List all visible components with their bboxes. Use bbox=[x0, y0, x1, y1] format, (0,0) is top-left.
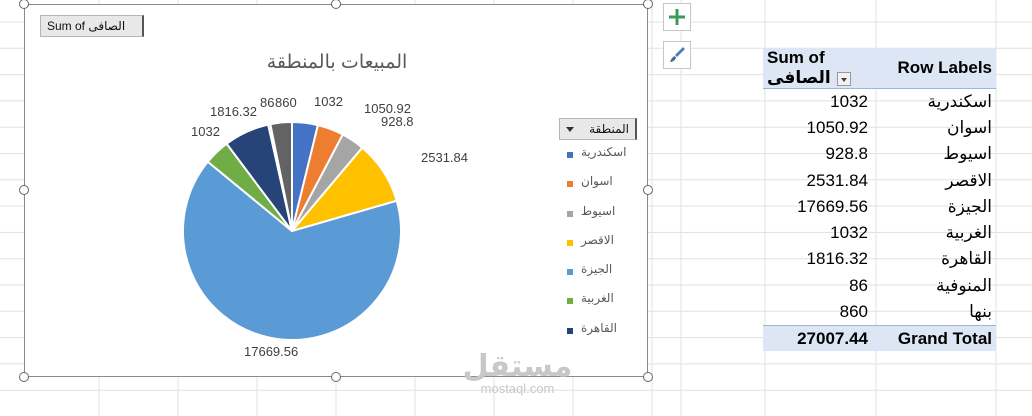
chart-elements-button[interactable] bbox=[663, 3, 691, 31]
pivot-row-label: الغربية bbox=[945, 223, 992, 243]
pie-chart[interactable]: Sum of الصافى المبيعات بالمنطقة 1032 1050… bbox=[24, 4, 648, 377]
pivot-row: 2531.84 الاقصر bbox=[763, 167, 996, 193]
brush-icon bbox=[670, 47, 685, 62]
pivot-row-label: اسكندرية bbox=[927, 91, 992, 111]
resize-handle-top-right[interactable] bbox=[643, 0, 653, 9]
legend-swatch bbox=[567, 269, 573, 276]
pivot-row: 1032 اسكندرية bbox=[763, 89, 996, 115]
data-label-1: 1050.92 bbox=[364, 101, 411, 116]
legend-swatch bbox=[567, 298, 573, 305]
legend-label: اسيوط bbox=[581, 203, 616, 218]
legend-entry[interactable]: الاقصر bbox=[565, 233, 645, 262]
pivot-row-label: القاهرة bbox=[941, 249, 992, 269]
chart-title: المبيعات بالمنطقة bbox=[266, 52, 408, 73]
pivot-grand-total-label: Grand Total bbox=[876, 324, 996, 352]
pivot-row-label: بنها bbox=[969, 301, 992, 321]
resize-handle-right[interactable] bbox=[643, 185, 653, 195]
legend-label: الغربية bbox=[581, 291, 614, 306]
legend-swatch bbox=[567, 152, 573, 158]
resize-handle-top-left[interactable] bbox=[19, 0, 29, 9]
data-label-6: 1816.32 bbox=[210, 104, 257, 119]
pivot-grand-total-value: 27007.44 bbox=[763, 324, 876, 352]
pivot-header-value: Sum of الصافى bbox=[763, 48, 876, 89]
data-label-7: 86 bbox=[260, 95, 274, 110]
filter-dropdown-icon[interactable] bbox=[836, 71, 851, 86]
legend-entry[interactable]: الغربية bbox=[565, 291, 645, 320]
legend-swatch bbox=[567, 239, 573, 246]
resize-handle-bottom[interactable] bbox=[331, 372, 341, 382]
legend-label: اسكندرية bbox=[581, 145, 627, 159]
legend-swatch bbox=[567, 210, 573, 217]
pivot-row: 860 بنها bbox=[763, 299, 996, 325]
legend-swatch bbox=[567, 327, 573, 334]
pivot-row-label: الجيزة bbox=[947, 196, 992, 216]
pivot-row-value: 928.8 bbox=[825, 144, 868, 164]
data-label-3: 2531.84 bbox=[421, 150, 468, 165]
chart-value-field-button[interactable]: Sum of الصافى bbox=[40, 15, 144, 37]
legend-label: الجيزة bbox=[581, 262, 613, 277]
legend-entry[interactable]: اسيوط bbox=[565, 204, 645, 233]
pivot-header-label: Row Labels bbox=[876, 48, 996, 89]
data-label-4: 17669.56 bbox=[244, 344, 298, 359]
legend-field-button[interactable]: المنطقة bbox=[559, 118, 637, 140]
pivot-row: 17669.56 الجيزة bbox=[763, 194, 996, 220]
pivot-row-label: اسيوط bbox=[943, 144, 992, 164]
pivot-header: Sum of الصافى Row Labels bbox=[763, 48, 996, 89]
pivot-row-value: 86 bbox=[849, 275, 868, 295]
legend-swatch bbox=[567, 181, 573, 188]
chevron-down-icon bbox=[566, 127, 574, 132]
legend-entry[interactable]: اسوان bbox=[565, 174, 645, 203]
pivot-row-value: 1032 bbox=[830, 223, 868, 243]
data-label-5: 1032 bbox=[191, 124, 220, 139]
pivot-row-label: اسوان bbox=[947, 117, 992, 137]
pivot-row: 928.8 اسيوط bbox=[763, 141, 996, 167]
chart-styles-button[interactable] bbox=[663, 41, 691, 69]
resize-handle-left[interactable] bbox=[19, 185, 29, 195]
watermark: مستقل mostaql.com bbox=[462, 350, 573, 396]
pivot-row: 1032 الغربية bbox=[763, 220, 996, 246]
pivot-row-value: 860 bbox=[839, 301, 868, 321]
legend-label: القاهرة bbox=[581, 320, 617, 335]
legend-entry[interactable]: القاهرة bbox=[565, 321, 645, 350]
pivot-row-label: المنوفية bbox=[935, 275, 992, 295]
resize-handle-top[interactable] bbox=[331, 0, 341, 9]
pivot-row-label: الاقصر bbox=[945, 170, 992, 190]
pivot-table: Sum of الصافى Row Labels 1032 اسكندرية 1050.… bbox=[763, 48, 996, 352]
pie-slice-4[interactable] bbox=[182, 160, 402, 341]
pivot-row: 1816.32 القاهرة bbox=[763, 246, 996, 272]
legend-entry[interactable]: اسكندرية bbox=[565, 145, 645, 174]
plus-icon bbox=[669, 9, 685, 25]
data-label-2: 928.8 bbox=[381, 114, 414, 129]
pivot-row-value: 1050.92 bbox=[806, 117, 868, 137]
pivot-row-value: 17669.56 bbox=[797, 196, 868, 216]
legend-entry[interactable]: الجيزة bbox=[565, 262, 645, 291]
pivot-row-value: 1816.32 bbox=[806, 249, 868, 269]
resize-handle-bottom-left[interactable] bbox=[19, 372, 29, 382]
legend-label: الاقصر bbox=[581, 232, 614, 247]
data-label-8: 860 bbox=[275, 95, 297, 110]
pivot-row-value: 2531.84 bbox=[806, 170, 868, 190]
resize-handle-bottom-right[interactable] bbox=[643, 372, 653, 382]
pivot-row: 86 المنوفية bbox=[763, 273, 996, 299]
legend: اسكندرية اسوان اسيوط الاقصر الجيزة الغربية الق… bbox=[565, 145, 645, 350]
data-label-0: 1032 bbox=[314, 94, 343, 109]
legend-label: اسوان bbox=[581, 174, 613, 189]
pie-slice-8[interactable] bbox=[269, 120, 293, 232]
pivot-row: 1050.92 اسوان bbox=[763, 115, 996, 141]
pivot-grand-total: 27007.44 Grand Total bbox=[763, 324, 996, 352]
pivot-row-value: 1032 bbox=[830, 91, 868, 111]
